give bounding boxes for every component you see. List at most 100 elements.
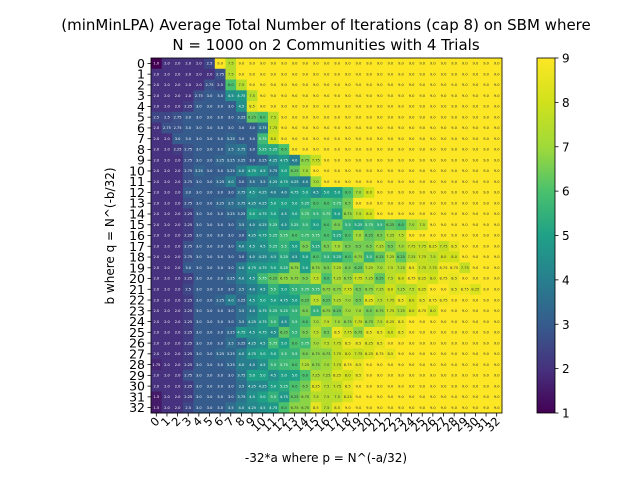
heatmap-cell <box>470 133 482 145</box>
heatmap-cell <box>257 402 269 414</box>
cell-value-label: 9.0 <box>430 137 436 141</box>
cell-value-label: 2.0 <box>153 320 159 324</box>
cell-value-label: 9.0 <box>302 115 308 119</box>
cell-value-label: 9.0 <box>377 158 383 162</box>
cell-value-label: 9.0 <box>473 406 479 410</box>
cell-value-label: 4.5 <box>270 255 276 259</box>
heatmap-cell <box>225 58 237 70</box>
cell-value-label: 9.0 <box>494 331 500 335</box>
heatmap-cell <box>406 122 418 134</box>
cell-value-label: 4.75 <box>259 234 267 238</box>
cell-value-label: 3.0 <box>217 148 223 152</box>
heatmap-cell <box>257 294 269 306</box>
cell-value-label: 9.0 <box>356 148 362 152</box>
cell-value-label: 3.75 <box>237 395 245 399</box>
heatmap-cell <box>427 176 439 188</box>
heatmap-cell <box>470 68 482 80</box>
cell-value-label: 9.0 <box>366 363 372 367</box>
heatmap-cell <box>278 326 290 339</box>
cell-value-label: 3.0 <box>196 126 202 130</box>
cell-value-label: 7.25 <box>365 277 373 281</box>
heatmap-cell <box>278 133 290 145</box>
heatmap-cell <box>480 402 492 414</box>
cell-value-label: 9.0 <box>345 62 351 66</box>
heatmap-cell <box>406 359 418 371</box>
cell-value-label: 6.75 <box>301 158 309 162</box>
heatmap-cell <box>459 219 471 231</box>
cell-value-label: 8.75 <box>461 287 469 291</box>
heatmap-cell <box>214 359 226 371</box>
heatmap-cell <box>161 262 173 274</box>
cell-value-label: 5.5 <box>366 255 372 259</box>
cell-value-label: 9.0 <box>387 148 393 152</box>
heatmap-cell <box>161 230 173 242</box>
heatmap-cell <box>427 208 439 220</box>
heatmap-cell <box>406 197 418 210</box>
cell-value-label: 3.0 <box>196 212 202 216</box>
heatmap-cell <box>353 348 365 360</box>
cell-value-label: 2.0 <box>175 72 181 76</box>
heatmap-cell <box>151 176 163 188</box>
cell-value-label: 5.5 <box>270 363 276 367</box>
heatmap-cell <box>321 111 333 123</box>
cell-value-label: 7.0 <box>334 320 340 324</box>
heatmap-cell <box>427 154 439 166</box>
cell-value-label: 7.5 <box>313 298 319 302</box>
cell-value-label: 9.0 <box>430 148 436 152</box>
cell-value-label: 9.0 <box>302 94 308 98</box>
heatmap-cell <box>480 144 492 156</box>
heatmap-cell <box>278 240 290 253</box>
heatmap-cell <box>427 144 439 156</box>
heatmap-cell <box>331 305 343 317</box>
heatmap-cell <box>193 122 205 134</box>
cell-value-label: 9.0 <box>494 234 500 238</box>
heatmap-cell <box>480 305 492 317</box>
cell-value-label: 2.0 <box>153 223 159 227</box>
cell-value-label: 9.0 <box>483 137 489 141</box>
heatmap-cell <box>182 176 194 188</box>
cell-value-label: 4.5 <box>249 277 255 281</box>
cell-value-label: 2.0 <box>164 277 170 281</box>
heatmap-cell <box>448 337 460 349</box>
cell-value-label: 9.0 <box>473 115 479 119</box>
heatmap-cell <box>480 230 492 242</box>
cell-value-label: 6.25 <box>386 223 394 227</box>
heatmap-cell <box>257 359 269 371</box>
cell-value-label: 3.0 <box>207 255 213 259</box>
cell-value-label: 7.5 <box>324 341 330 345</box>
cell-value-label: 3.0 <box>217 374 223 378</box>
cell-value-label: 9.0 <box>441 406 447 410</box>
cell-value-label: 4.5 <box>281 223 287 227</box>
cell-value-label: 9.0 <box>366 406 372 410</box>
heatmap-cell <box>182 111 194 123</box>
heatmap-cell <box>491 359 503 371</box>
heatmap-cell <box>321 273 333 285</box>
heatmap-cell <box>416 133 428 145</box>
heatmap-cell <box>416 79 428 91</box>
heatmap-cell <box>385 305 397 317</box>
heatmap-cell <box>342 208 354 220</box>
cell-value-label: 3.0 <box>207 298 213 302</box>
heatmap-cell <box>331 402 343 414</box>
heatmap-cell <box>395 337 407 349</box>
cell-value-label: 9.0 <box>419 234 425 238</box>
cell-value-label: 9.0 <box>334 115 340 119</box>
cell-value-label: 3.25 <box>237 158 245 162</box>
cell-value-label: 3.0 <box>217 115 223 119</box>
heatmap-cell <box>427 122 439 134</box>
heatmap-cell <box>448 326 460 339</box>
cell-value-label: 5.75 <box>280 234 288 238</box>
x-axis-ticks: 0123456789101112131415161718192021222324… <box>147 413 503 434</box>
cell-value-label: 9.0 <box>441 115 447 119</box>
cell-value-label: 3.0 <box>196 115 202 119</box>
heatmap-cell <box>374 176 386 188</box>
heatmap-cell <box>353 326 365 339</box>
cell-value-label: 9.0 <box>398 137 404 141</box>
cell-value-label: 6.25 <box>333 309 341 313</box>
heatmap-cell <box>161 316 173 328</box>
heatmap-cell <box>374 144 386 156</box>
cell-value-label: 9.0 <box>462 212 468 216</box>
cell-value-label: 2.5 <box>217 83 223 87</box>
heatmap-cell <box>246 133 258 145</box>
heatmap-cell <box>278 144 290 156</box>
